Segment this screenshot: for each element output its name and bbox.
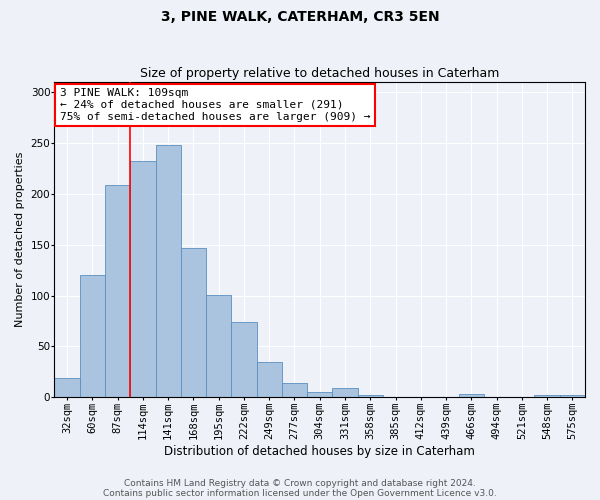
Bar: [257, 362, 282, 398]
Text: 3 PINE WALK: 109sqm
← 24% of detached houses are smaller (291)
75% of semi-detac: 3 PINE WALK: 109sqm ← 24% of detached ho…: [60, 88, 370, 122]
Text: Contains public sector information licensed under the Open Government Licence v3: Contains public sector information licen…: [103, 488, 497, 498]
Bar: [458, 394, 484, 398]
Bar: [130, 162, 155, 398]
X-axis label: Distribution of detached houses by size in Caterham: Distribution of detached houses by size …: [164, 444, 475, 458]
Bar: [535, 395, 560, 398]
Bar: [80, 276, 105, 398]
Bar: [105, 185, 130, 398]
Y-axis label: Number of detached properties: Number of detached properties: [15, 152, 25, 328]
Bar: [206, 294, 232, 398]
Bar: [307, 392, 332, 398]
Bar: [282, 383, 307, 398]
Bar: [155, 145, 181, 398]
Bar: [232, 322, 257, 398]
Bar: [181, 248, 206, 398]
Title: Size of property relative to detached houses in Caterham: Size of property relative to detached ho…: [140, 66, 499, 80]
Bar: [332, 388, 358, 398]
Text: Contains HM Land Registry data © Crown copyright and database right 2024.: Contains HM Land Registry data © Crown c…: [124, 478, 476, 488]
Bar: [55, 378, 80, 398]
Bar: [560, 395, 585, 398]
Bar: [358, 395, 383, 398]
Text: 3, PINE WALK, CATERHAM, CR3 5EN: 3, PINE WALK, CATERHAM, CR3 5EN: [161, 10, 439, 24]
